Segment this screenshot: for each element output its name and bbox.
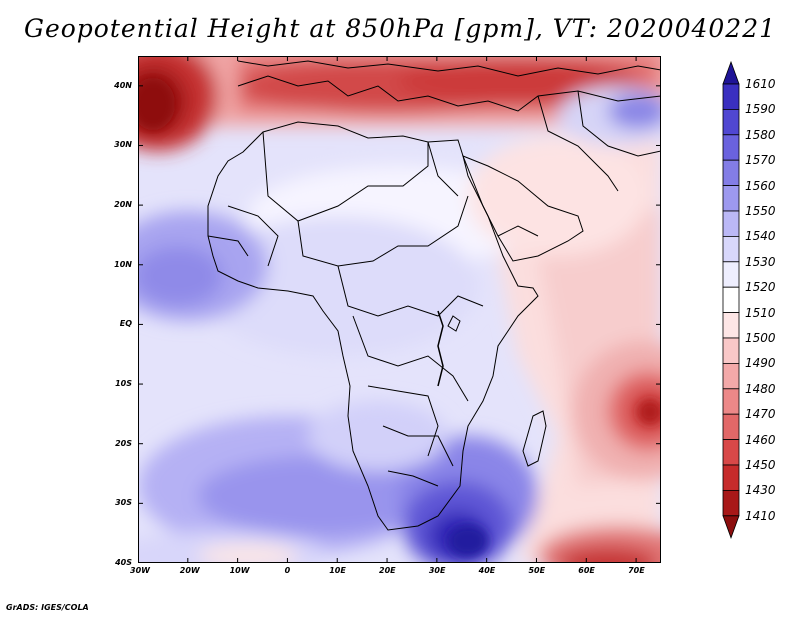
lat-tick-label: 10N — [114, 259, 132, 269]
lat-tick-label: 40S — [115, 558, 132, 567]
lon-tick-label: 40E — [478, 566, 496, 575]
colorbar-label: 1490 — [745, 356, 776, 371]
colorbar-label: 1550 — [745, 204, 776, 218]
colorbar-segment — [722, 286, 740, 313]
colorbar-label: 1580 — [745, 127, 776, 142]
lat-tick-label: 20S — [115, 438, 132, 448]
colorbar-label: 1470 — [745, 407, 776, 422]
colorbar-label: 1590 — [745, 102, 776, 117]
colorbar-label: 1500 — [745, 331, 776, 345]
lon-tick-label: 20E — [379, 566, 396, 575]
colorbar-label: 1460 — [745, 432, 776, 447]
lon-tick-label: 60E — [578, 566, 595, 575]
lon-tick-label: 70E — [628, 566, 645, 575]
colorbar-segment — [722, 439, 740, 466]
longitude-tick-marks — [138, 56, 637, 563]
lon-tick-label: 10E — [329, 566, 346, 575]
colorbar-segment — [722, 489, 740, 517]
lat-tick-label: 40N — [114, 80, 132, 90]
colorbar-label: 1530 — [745, 254, 776, 269]
colorbar-segment — [722, 134, 740, 161]
latitude-tick-marks — [138, 85, 661, 563]
colorbar-label: 1540 — [745, 229, 776, 244]
lat-tick-label: 30N — [114, 140, 132, 150]
lon-tick-label: 50E — [528, 566, 546, 575]
colorbar-segment — [722, 185, 740, 212]
lon-tick-label: 30E — [428, 566, 446, 575]
colorbar-segment — [722, 159, 740, 186]
colorbar-top-triangle — [722, 60, 740, 85]
colorbar-segment — [722, 261, 740, 288]
colorbar-segment — [722, 388, 740, 415]
lon-tick-label: 10W — [229, 566, 250, 575]
lat-tick-label: 20N — [114, 200, 132, 210]
colorbar-label: 1610 — [745, 77, 776, 91]
lon-tick-label: 30W — [130, 566, 150, 575]
colorbar-label: 1410 — [745, 508, 776, 523]
colorbar-label: 1450 — [745, 458, 776, 472]
colorbar-label: 1560 — [745, 178, 776, 193]
map-frame — [138, 56, 661, 563]
colorbar-label: 1520 — [745, 280, 776, 295]
colorbar-segment — [722, 337, 740, 364]
colorbar-segment — [722, 464, 740, 491]
colorbar-segment — [722, 235, 740, 263]
lat-tick-label: EQ — [119, 319, 132, 329]
colorbar-segment — [722, 83, 740, 110]
colorbar-segment — [722, 413, 740, 441]
colorbar-segment — [722, 109, 740, 136]
map-area — [138, 56, 661, 563]
coastlines — [207, 60, 661, 531]
colorbar-bottom-triangle — [722, 515, 740, 539]
height-field — [138, 56, 661, 563]
colorbar — [722, 60, 740, 539]
lon-tick-label: 20W — [179, 566, 200, 575]
lon-tick-label: 0 — [284, 566, 291, 575]
colorbar-segment — [722, 362, 740, 390]
colorbar-label: 1480 — [745, 381, 776, 396]
colorbar-label: 1570 — [745, 153, 776, 168]
colorbar-segment — [722, 312, 740, 339]
colorbar-label: 1510 — [745, 305, 776, 320]
map-title: Geopotential Height at 850hPa [gpm], VT:… — [23, 14, 777, 43]
colorbar-segment — [722, 210, 740, 237]
colorbar-label: 1430 — [745, 483, 776, 498]
credit-label: GrADS: IGES/COLA — [6, 603, 89, 612]
lat-tick-label: 30S — [115, 498, 132, 508]
lat-tick-label: 10S — [115, 379, 132, 389]
